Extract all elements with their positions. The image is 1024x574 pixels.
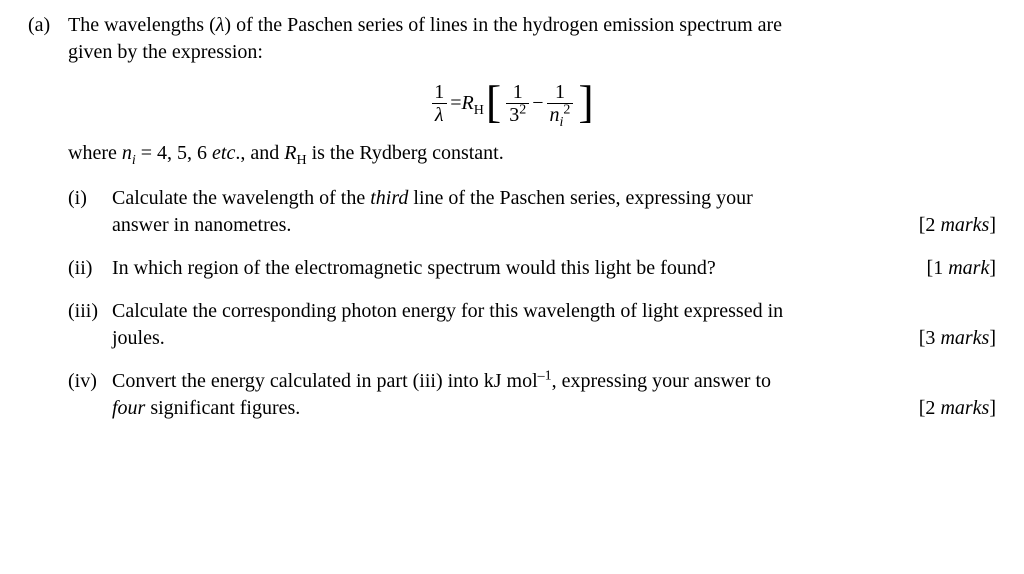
qiv-text: Convert the energy calculated in part (i… <box>112 368 996 422</box>
qi-em: third <box>370 187 408 209</box>
qii-line: In which region of the electromagnetic s… <box>112 255 996 282</box>
qi-marks: [2 marks] <box>903 212 996 239</box>
intro-seg1: The wavelengths ( <box>68 14 216 36</box>
qi-mc: ] <box>989 214 996 236</box>
where-R: R <box>284 142 296 164</box>
intro-text: The wavelengths (λ) of the Paschen serie… <box>68 12 996 66</box>
qiii-l2: joules. <box>112 325 903 352</box>
qiv-exp: –1 <box>538 368 552 383</box>
qiv-label: (iv) <box>68 368 112 395</box>
qiii-mo: [3 <box>919 327 941 349</box>
qiv-line2: four significant figures. [2 marks] <box>112 395 996 422</box>
where-b: = 4, 5, 6 <box>136 142 212 164</box>
question-ii: (ii) In which region of the electromagne… <box>28 255 996 282</box>
where-d: is the Rydberg constant. <box>307 142 504 164</box>
qi-me: marks <box>940 214 989 236</box>
qii-label: (ii) <box>68 255 112 282</box>
rydberg-equation: 1 λ = RH [ 1 32 − 1 ni2 ] <box>428 80 595 126</box>
exam-question-page: (a) The wavelengths (λ) of the Paschen s… <box>0 0 1024 574</box>
question-iv: (iv) Convert the energy calculated in pa… <box>28 368 996 422</box>
term1-fraction: 1 32 <box>506 82 529 125</box>
t2-den-exp: 2 <box>563 102 570 117</box>
bracket-close: ] <box>576 79 595 125</box>
where-c: ., and <box>235 142 284 164</box>
qiii-text: Calculate the corresponding photon energ… <box>112 298 996 352</box>
qii-mo: [1 <box>927 257 949 279</box>
t1-den-exp: 2 <box>519 102 526 117</box>
qiv-line1: Convert the energy calculated in part (i… <box>112 368 996 395</box>
qi-label: (i) <box>68 185 112 212</box>
qiii-marks: [3 marks] <box>903 325 996 352</box>
where-n: n <box>122 142 132 164</box>
qiv-l1b: , expressing your answer to <box>552 370 771 392</box>
qiv-l2: four significant figures. <box>112 395 903 422</box>
qii-me: mark <box>948 257 989 279</box>
where-a: where <box>68 142 122 164</box>
qiii-line1: Calculate the corresponding photon energ… <box>112 298 996 325</box>
where-R-sub: H <box>296 153 306 168</box>
lhs-fraction: 1 λ <box>431 82 447 125</box>
equals-sign: = <box>450 90 461 117</box>
qiii-line2: joules. [3 marks] <box>112 325 996 352</box>
qiii-label: (iii) <box>68 298 112 325</box>
where-clause: where ni = 4, 5, 6 etc., and RH is the R… <box>68 140 996 167</box>
part-a-intro: (a) The wavelengths (λ) of the Paschen s… <box>28 12 996 66</box>
qiv-em: four <box>112 397 145 419</box>
qiv-marks: [2 marks] <box>903 395 996 422</box>
part-label: (a) <box>28 12 68 39</box>
qi-line2: answer in nanometres. [2 marks] <box>112 212 996 239</box>
rydberg-constant: RH <box>462 90 484 117</box>
intro-seg2: given by the expression: <box>68 41 263 63</box>
R-subscript: H <box>474 103 484 118</box>
where-clause-row: where ni = 4, 5, 6 etc., and RH is the R… <box>28 140 996 167</box>
qiii-me: marks <box>940 327 989 349</box>
qi-l1a: Calculate the wavelength of the <box>112 187 370 209</box>
where-etc: etc <box>212 142 235 164</box>
minus-sign: − <box>532 90 543 117</box>
qiv-l1a: Convert the energy calculated in part (i… <box>112 370 538 392</box>
equation-block: 1 λ = RH [ 1 32 − 1 ni2 ] <box>28 80 996 126</box>
question-iii: (iii) Calculate the corresponding photon… <box>28 298 996 352</box>
question-i: (i) Calculate the wavelength of the thir… <box>28 185 996 239</box>
qiv-me: marks <box>940 397 989 419</box>
qi-l1b: line of the Paschen series, expressing y… <box>408 187 752 209</box>
R-symbol: R <box>462 92 474 114</box>
t2-den-base: n <box>550 104 560 126</box>
t1-den: 32 <box>506 103 529 125</box>
t2-den: ni2 <box>547 103 574 125</box>
qii-t: In which region of the electromagnetic s… <box>112 255 911 282</box>
intro-seg1b: ) of the Paschen series of lines in the … <box>224 14 782 36</box>
qi-mo: [2 <box>919 214 941 236</box>
qii-marks: [1 mark] <box>911 255 996 282</box>
qi-line1: Calculate the wavelength of the third li… <box>112 185 996 212</box>
qi-text: Calculate the wavelength of the third li… <box>112 185 996 239</box>
qiv-mc: ] <box>989 397 996 419</box>
qii-text: In which region of the electromagnetic s… <box>112 255 996 282</box>
t2-num: 1 <box>552 82 568 103</box>
t1-num: 1 <box>510 82 526 103</box>
bracket-open: [ <box>484 79 503 125</box>
lhs-num: 1 <box>431 82 447 103</box>
qiv-mo: [2 <box>919 397 941 419</box>
lhs-den: λ <box>432 103 447 125</box>
qi-l2: answer in nanometres. <box>112 212 903 239</box>
qiv-l2b: significant figures. <box>145 397 300 419</box>
t1-den-base: 3 <box>509 104 519 126</box>
qii-mc: ] <box>989 257 996 279</box>
qiii-mc: ] <box>989 327 996 349</box>
term2-fraction: 1 ni2 <box>547 82 574 125</box>
